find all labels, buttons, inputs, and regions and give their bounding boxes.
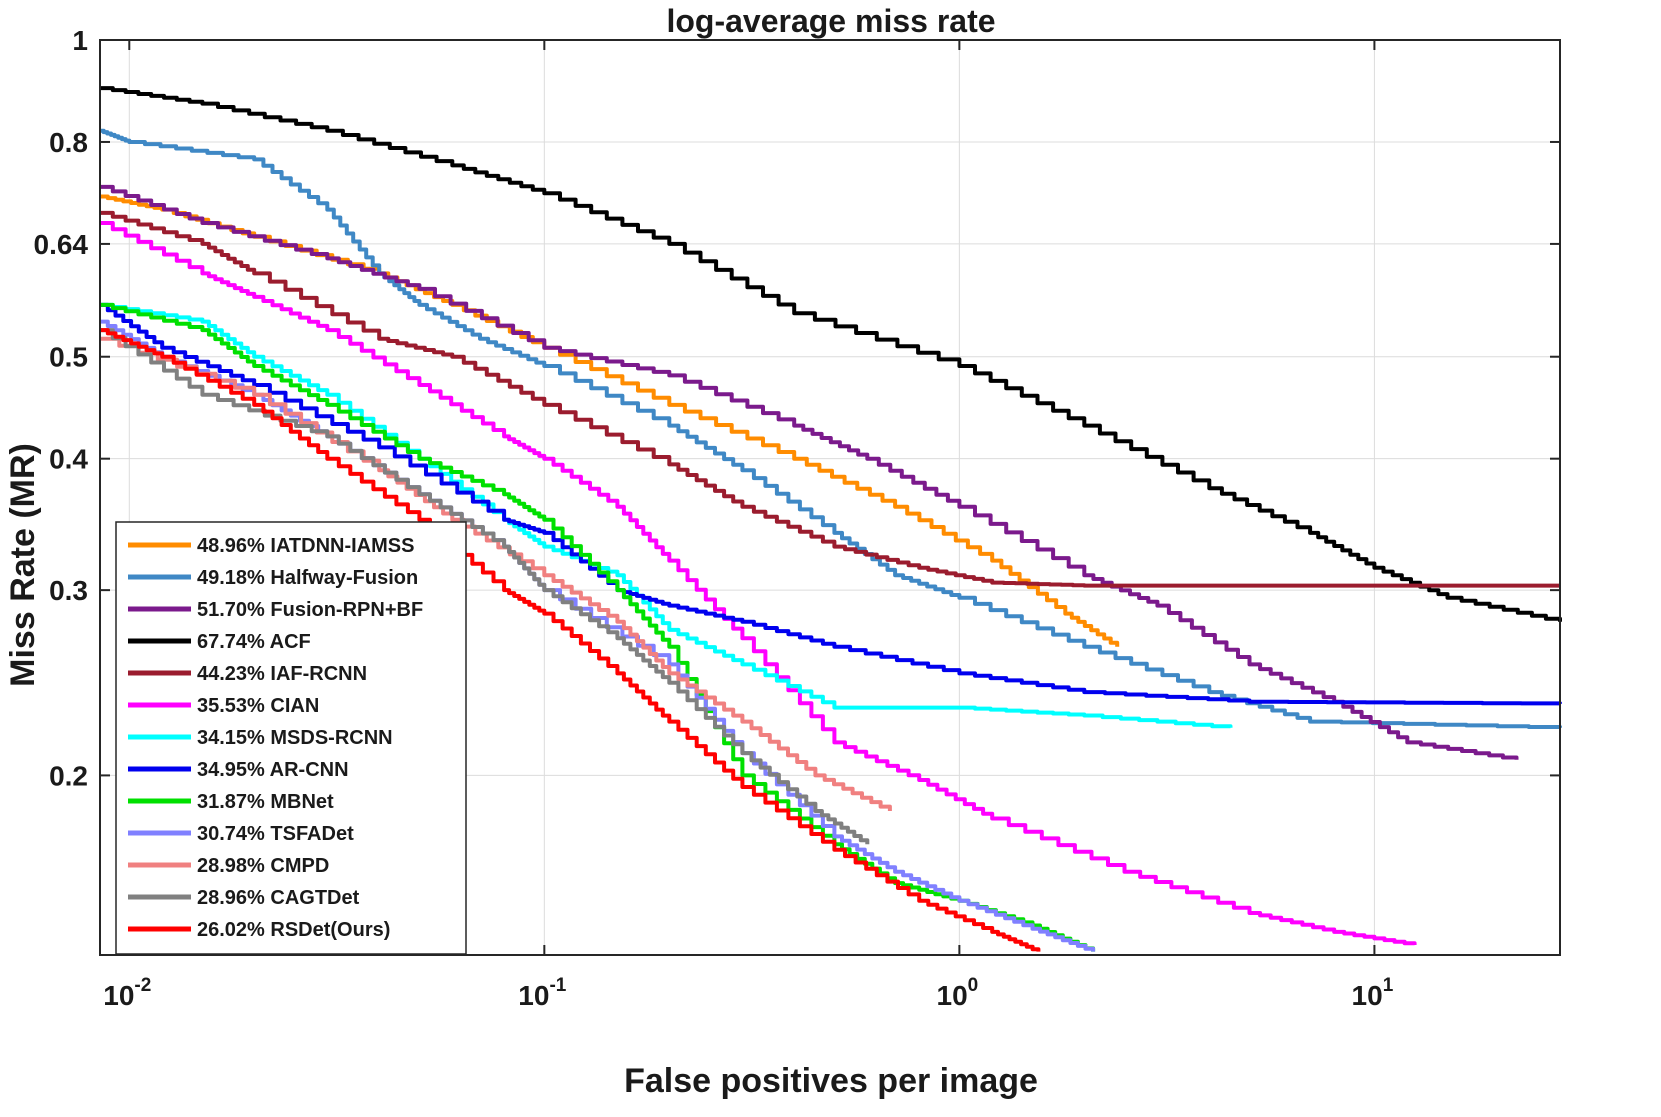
legend-entry: 49.18% Halfway-Fusion bbox=[197, 567, 418, 589]
series-line bbox=[100, 328, 870, 845]
legend: 48.96% IATDNN-IAMSS 49.18% Halfway-Fusion… bbox=[115, 521, 467, 955]
series-line bbox=[100, 184, 1519, 760]
legend-entry: 67.74% ACF bbox=[197, 631, 311, 653]
y-tick-label: 0.4 bbox=[49, 444, 88, 475]
y-tick-label: 1 bbox=[72, 25, 88, 56]
x-tick-label: 100 bbox=[937, 975, 979, 1011]
y-tick-label: 0.64 bbox=[34, 229, 89, 260]
legend-entry: 28.96% CAGTDet bbox=[197, 887, 360, 909]
series-line bbox=[100, 128, 1562, 729]
series-line bbox=[100, 302, 1096, 952]
legend-entry: 34.95% AR-CNN bbox=[197, 759, 349, 781]
legend-entry: 48.96% IATDNN-IAMSS bbox=[197, 535, 414, 557]
plot-frame bbox=[99, 39, 1561, 956]
series-line bbox=[100, 302, 1562, 706]
legend-entry: 44.23% IAF-RCNN bbox=[197, 663, 367, 685]
x-tick-label: 101 bbox=[1352, 975, 1394, 1011]
series-line bbox=[100, 210, 1560, 588]
legend-entry: 51.70% Fusion-RPN+BF bbox=[197, 599, 423, 621]
legend-entry: 31.87% MBNet bbox=[197, 791, 334, 813]
y-axis-ticks: 1 0.8 0.64 0.5 0.4 0.3 0.2 bbox=[34, 25, 1560, 791]
series-lines bbox=[100, 86, 1562, 952]
legend-entry: 34.15% MSDS-RCNN bbox=[197, 727, 393, 749]
series-line bbox=[100, 328, 1041, 952]
legend-entry: 30.74% TSFADet bbox=[197, 823, 354, 845]
legend-entry: 28.98% CMPD bbox=[197, 855, 329, 877]
y-tick-label: 0.8 bbox=[49, 127, 88, 158]
legend-entry: 35.53% CIAN bbox=[197, 695, 319, 717]
chart-title: log-average miss rate bbox=[666, 3, 995, 39]
series-line bbox=[100, 86, 1562, 622]
legend-entry: 26.02% RSDet(Ours) bbox=[197, 919, 390, 941]
y-tick-label: 0.3 bbox=[49, 575, 88, 606]
y-tick-label: 0.2 bbox=[49, 760, 88, 791]
series-line bbox=[100, 302, 1233, 729]
x-axis-ticks: 10-2 10-1 100 101 bbox=[103, 40, 1394, 1011]
y-tick-label: 0.5 bbox=[49, 342, 88, 373]
series-line bbox=[100, 221, 1417, 946]
y-axis-label: Miss Rate (MR) bbox=[4, 443, 42, 687]
x-tick-label: 10-2 bbox=[103, 975, 151, 1011]
x-tick-label: 10-1 bbox=[518, 975, 566, 1011]
x-axis-label: False positives per image bbox=[624, 1062, 1038, 1100]
